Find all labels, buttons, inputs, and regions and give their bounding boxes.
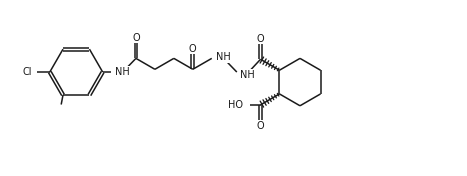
Text: Cl: Cl [22, 67, 32, 77]
Text: O: O [189, 44, 197, 54]
Text: HO: HO [228, 100, 243, 110]
Text: O: O [257, 34, 264, 44]
Text: NH: NH [115, 67, 130, 77]
Text: O: O [257, 121, 264, 131]
Text: O: O [132, 33, 140, 43]
Text: NH: NH [216, 52, 231, 62]
Text: NH: NH [241, 70, 255, 80]
